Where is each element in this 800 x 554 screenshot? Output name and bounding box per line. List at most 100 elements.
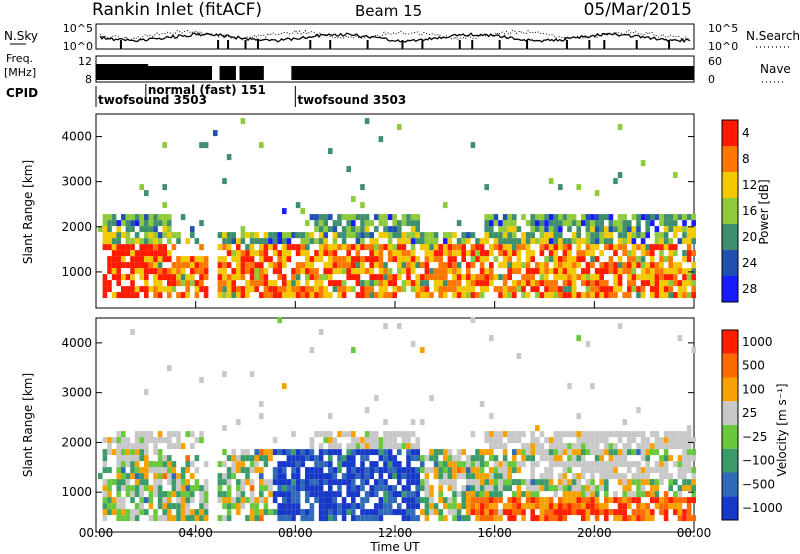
echo-cell [539,262,545,269]
freq-bar [355,66,360,80]
echo-cell [268,262,273,269]
echo-cell [144,256,149,263]
echo-cell [364,443,370,450]
echo-cell [539,280,545,287]
echo-cell [341,280,347,287]
echo-cell [516,491,522,498]
echo-cell [493,274,499,281]
echo-cell [627,274,632,281]
echo-cell [185,238,190,245]
echo-cell [576,250,581,257]
echo-cell [130,509,135,516]
echo-cell [378,250,384,257]
echo-cell [369,220,374,227]
freq-bar [99,64,105,80]
echo-cell [654,485,660,492]
echo-cell [627,268,632,275]
echo-cell [438,250,443,257]
echo-cell [249,238,255,245]
echo-cell [392,485,397,492]
echo-cell [613,491,618,498]
echo-cell [374,256,379,263]
echo-cell [452,262,457,269]
echo-cell [553,455,558,462]
echo-cell [636,449,641,456]
echo-cell [613,443,618,450]
echo-cell [121,503,126,510]
echo-cell [599,250,604,257]
echo-cell [447,461,453,468]
freq-bar [135,64,141,80]
freq-bar [574,66,579,80]
echo-cell [259,413,264,420]
echo-cell [410,220,416,227]
echo-cell [539,473,545,480]
echo-cell [525,268,531,275]
echo-cell [277,317,282,324]
echo-cell [608,268,614,275]
echo-cell [576,497,581,504]
echo-cell [525,292,531,299]
echo-cell [180,491,186,498]
echo-cell [461,503,466,510]
echo-cell [328,256,333,263]
echo-cell [433,268,439,275]
echo-cell [521,515,526,522]
echo-cell [502,473,508,480]
echo-cell [254,449,259,456]
echo-cell [590,232,595,239]
echo-cell [558,256,563,263]
echo-cell [668,280,673,287]
echo-cell [226,491,232,498]
echo-cell [226,467,232,474]
echo-cell [507,292,512,299]
echo-cell [102,292,108,299]
echo-cell [309,503,315,510]
echo-cell [369,431,374,438]
echo-cell [489,214,494,221]
freq-bar [147,66,153,80]
echo-cell [245,455,250,462]
echo-cell [378,509,384,516]
echo-cell [383,244,388,251]
echo-cell [139,256,144,263]
freq-bar [434,66,440,80]
echo-cell [332,220,338,227]
echo-cell [429,274,434,281]
echo-cell [502,274,508,281]
echo-cell [134,437,140,444]
freq-bar [343,66,348,80]
echo-cell [305,256,310,263]
echo-cell [125,286,131,293]
echo-cell [337,286,342,293]
echo-cell [659,286,664,293]
echo-cell [162,509,167,516]
echo-cell [194,485,200,492]
echo-cell [236,244,241,251]
echo-cell [617,268,623,275]
echo-cell [484,214,489,221]
echo-cell [318,431,324,438]
echo-cell [162,473,167,480]
echo-cell [194,280,200,287]
echo-cell [153,449,158,456]
echo-cell [599,467,604,474]
echo-cell [594,497,600,504]
echo-cell [631,286,637,293]
echo-cell [429,497,434,504]
colorbar-swatch [722,250,738,276]
freq-bar [143,64,149,80]
echo-cell [245,467,250,474]
echo-cell [673,509,678,516]
echo-cell [397,262,402,269]
echo-cell [263,449,269,456]
echo-cell [613,449,618,456]
echo-cell [498,244,503,251]
echo-cell [268,509,273,516]
echo-cell [374,395,379,402]
echo-cell [272,232,278,239]
colorbar-swatch [722,448,738,473]
echo-cell [332,250,338,257]
echo-cell [548,455,554,462]
echo-cell [433,286,439,293]
